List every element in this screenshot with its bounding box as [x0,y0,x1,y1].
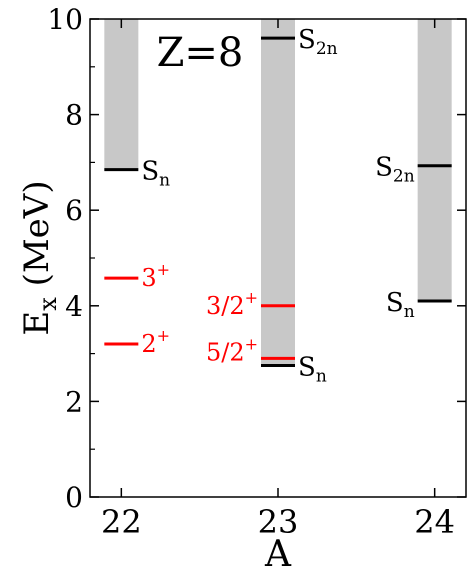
level-label-main-1: 3 [141,264,156,292]
y-tick-label-4: 4 [65,290,83,323]
level-label-sup-5: + [245,334,258,353]
y-tick-label-0: 0 [65,481,83,514]
x-tick-label-23: 23 [258,503,299,541]
level-label-1: 3+ [141,260,170,292]
x-tick-label-24: 24 [414,503,455,541]
level-label-sup-4: + [245,288,258,307]
level-label-5: 5/2+ [206,334,258,366]
level-label-main-8: S [386,288,404,318]
continuum-band-a23 [261,19,295,366]
level-label-2: 2+ [141,326,170,358]
level-label-sub-8: n [404,302,415,322]
level-label-main-3: S [298,25,316,55]
level-label-0: Sn [141,157,170,191]
y-tick-label-10: 10 [47,3,83,36]
level-label-sub-6: n [316,367,327,387]
y-axis-label-sub: x [34,297,62,311]
x-tick-label-22: 22 [101,503,142,541]
level-label-main-6: S [298,353,316,383]
continuum-band-a22 [104,19,139,170]
level-label-main-5: 5/2 [206,338,245,366]
y-axis-label-rest: (MeV) [17,180,57,297]
level-label-8: Sn [386,288,415,322]
y-tick-label-2: 2 [65,385,83,418]
level-label-main-0: S [141,157,159,187]
x-axis-label: A [264,534,292,574]
level-label-main-7: S [375,153,393,183]
level-label-sub-0: n [159,171,170,191]
y-tick-label-8: 8 [65,99,83,132]
level-label-7: S2n [375,153,415,187]
ticks-layer [90,18,466,498]
level-label-3: S2n [298,25,338,59]
y-tick-label-6: 6 [65,194,83,227]
bands-layer [104,19,452,366]
level-label-6: Sn [298,353,327,387]
y-axis-label: Ex (MeV) [17,180,62,335]
level-label-sub-3: 2n [316,39,338,59]
levels-layer [104,36,452,368]
level-label-4: 3/2+ [206,288,258,320]
level-label-main-4: 3/2 [206,292,245,320]
level-label-sup-2: + [157,326,170,345]
level-label-sub-7: 2n [393,167,415,187]
continuum-band-a24 [417,19,452,302]
annotation-label: Z=8 [157,30,244,76]
level-label-sup-1: + [157,260,170,279]
y-axis-label-main: E [17,311,57,336]
level-label-main-2: 2 [141,330,156,358]
